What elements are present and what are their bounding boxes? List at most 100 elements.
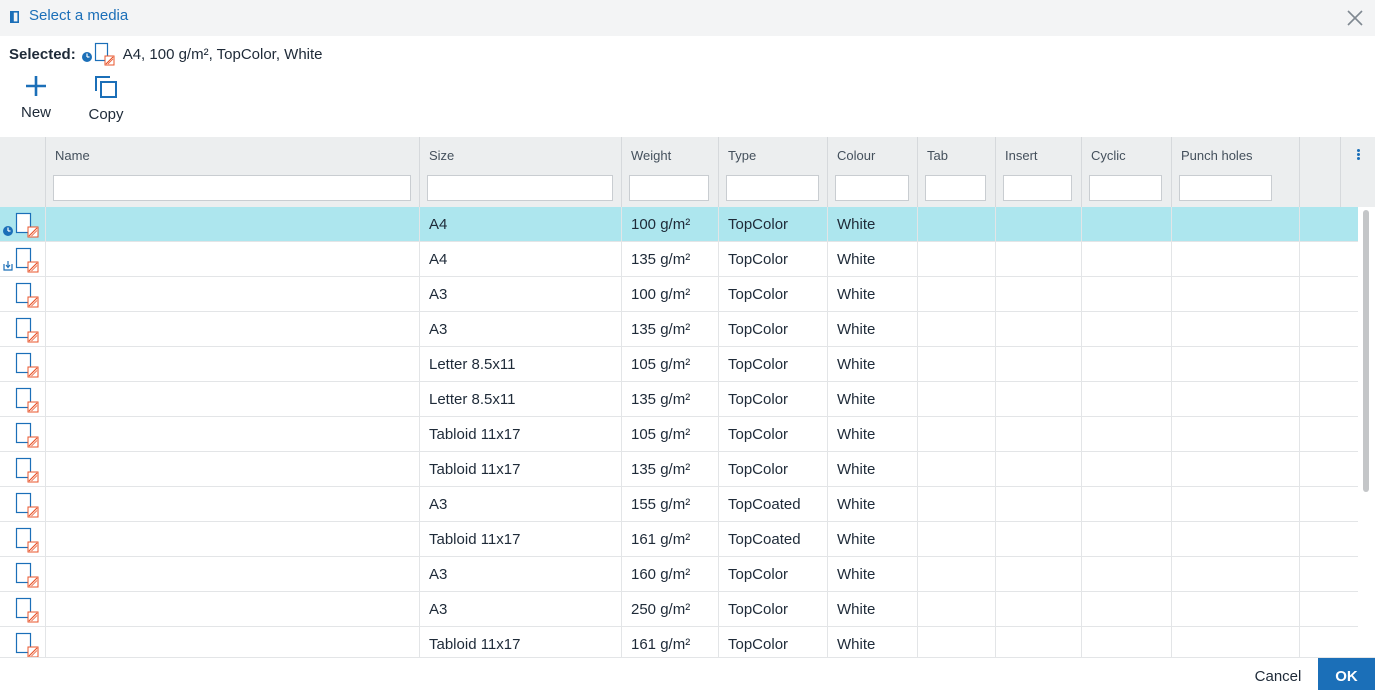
table-row[interactable]: Tabloid 11x17 105 g/m² TopColor White bbox=[0, 417, 1358, 452]
filter-weight-input[interactable] bbox=[629, 175, 709, 201]
cell-type: TopColor bbox=[718, 312, 827, 347]
filter-size-input[interactable] bbox=[427, 175, 613, 201]
filter-name-input[interactable] bbox=[53, 175, 411, 201]
table-row[interactable]: Tabloid 11x17 161 g/m² TopCoated White bbox=[0, 522, 1358, 557]
column-header-punch-holes[interactable]: Punch holes bbox=[1171, 137, 1299, 207]
cell-spacer bbox=[1299, 627, 1358, 657]
media-sheet-icon bbox=[15, 457, 39, 483]
cell-insert bbox=[995, 487, 1081, 522]
ok-button[interactable]: OK bbox=[1318, 658, 1375, 690]
column-header-cyclic[interactable]: Cyclic bbox=[1081, 137, 1171, 207]
cell-spacer bbox=[1299, 417, 1358, 452]
filter-type-input[interactable] bbox=[726, 175, 819, 201]
filter-colour-input[interactable] bbox=[835, 175, 909, 201]
column-header-weight[interactable]: Weight bbox=[621, 137, 718, 207]
column-header-colour[interactable]: Colour bbox=[827, 137, 917, 207]
close-icon[interactable] bbox=[1345, 8, 1365, 28]
media-table: Name Size Weight Type Colour Tab Insert bbox=[0, 137, 1375, 657]
cell-cyclic bbox=[1081, 627, 1171, 657]
column-title-punch-holes: Punch holes bbox=[1181, 148, 1253, 163]
cell-type: TopColor bbox=[718, 347, 827, 382]
cell-weight: 135 g/m² bbox=[621, 382, 718, 417]
cell-tab bbox=[917, 487, 995, 522]
cell-colour: White bbox=[827, 487, 917, 522]
dialog-footer: Cancel OK bbox=[0, 657, 1375, 690]
cell-tab bbox=[917, 592, 995, 627]
cell-tab bbox=[917, 347, 995, 382]
cell-punch bbox=[1171, 557, 1299, 592]
cell-type: TopCoated bbox=[718, 487, 827, 522]
cell-size: A3 bbox=[419, 312, 621, 347]
table-row[interactable]: Letter 8.5x11 105 g/m² TopColor White bbox=[0, 347, 1358, 382]
cell-size: Tabloid 11x17 bbox=[419, 627, 621, 657]
cell-type: TopColor bbox=[718, 557, 827, 592]
table-row[interactable]: Tabloid 11x17 135 g/m² TopColor White bbox=[0, 452, 1358, 487]
cell-colour: White bbox=[827, 277, 917, 312]
cell-cyclic bbox=[1081, 522, 1171, 557]
copy-button-label: Copy bbox=[88, 106, 124, 123]
cell-colour: White bbox=[827, 312, 917, 347]
cancel-button[interactable]: Cancel bbox=[1254, 668, 1302, 685]
cell-name bbox=[45, 487, 419, 522]
cell-name bbox=[45, 312, 419, 347]
cell-spacer bbox=[1299, 277, 1358, 312]
cell-cyclic bbox=[1081, 312, 1171, 347]
cell-weight: 105 g/m² bbox=[621, 417, 718, 452]
column-header-size[interactable]: Size bbox=[419, 137, 621, 207]
column-header-insert[interactable]: Insert bbox=[995, 137, 1081, 207]
cell-punch bbox=[1171, 452, 1299, 487]
cell-tab bbox=[917, 557, 995, 592]
cell-type: TopColor bbox=[718, 627, 827, 657]
table-row[interactable]: A3 100 g/m² TopColor White bbox=[0, 277, 1358, 312]
cell-colour: White bbox=[827, 452, 917, 487]
filter-tab-input[interactable] bbox=[925, 175, 986, 201]
cell-name bbox=[45, 242, 419, 277]
filter-punch-holes-input[interactable] bbox=[1179, 175, 1272, 201]
column-header-tab[interactable]: Tab bbox=[917, 137, 995, 207]
vertical-scrollbar[interactable] bbox=[1358, 207, 1375, 657]
table-row[interactable]: A4 135 g/m² TopColor White bbox=[0, 242, 1358, 277]
table-row[interactable]: Tabloid 11x17 161 g/m² TopColor White bbox=[0, 627, 1358, 657]
filter-cyclic-input[interactable] bbox=[1089, 175, 1162, 201]
column-header-type[interactable]: Type bbox=[718, 137, 827, 207]
column-title-size: Size bbox=[429, 148, 455, 163]
cell-cyclic bbox=[1081, 452, 1171, 487]
new-button[interactable]: New bbox=[8, 74, 64, 128]
cell-cyclic bbox=[1081, 242, 1171, 277]
cell-colour: White bbox=[827, 592, 917, 627]
table-body: A4 100 g/m² TopColor White A4 135 g/m² TopColo… bbox=[0, 207, 1358, 657]
table-header: Name Size Weight Type Colour Tab Insert bbox=[0, 137, 1375, 207]
selected-label: Selected: bbox=[9, 45, 76, 63]
row-icon-cell bbox=[0, 242, 45, 277]
cell-type: TopColor bbox=[718, 242, 827, 277]
cell-name bbox=[45, 417, 419, 452]
plus-icon bbox=[26, 76, 46, 96]
media-sheet-icon bbox=[15, 422, 39, 448]
table-row[interactable]: A3 155 g/m² TopCoated White bbox=[0, 487, 1358, 522]
media-sheet-icon bbox=[3, 247, 39, 273]
cell-tab bbox=[917, 277, 995, 312]
table-row[interactable]: Letter 8.5x11 135 g/m² TopColor White bbox=[0, 382, 1358, 417]
scrollbar-thumb[interactable] bbox=[1363, 210, 1369, 492]
table-row[interactable]: A3 135 g/m² TopColor White bbox=[0, 312, 1358, 347]
column-title-type: Type bbox=[728, 148, 757, 163]
row-icon-cell bbox=[0, 487, 45, 522]
filter-insert-input[interactable] bbox=[1003, 175, 1072, 201]
media-sheet-icon bbox=[15, 492, 39, 518]
cell-weight: 100 g/m² bbox=[621, 277, 718, 312]
row-icon-cell bbox=[0, 522, 45, 557]
cell-spacer bbox=[1299, 382, 1358, 417]
cell-spacer bbox=[1299, 592, 1358, 627]
cell-spacer bbox=[1299, 242, 1358, 277]
column-menu-button[interactable] bbox=[1340, 137, 1375, 207]
table-row[interactable]: A3 250 g/m² TopColor White bbox=[0, 592, 1358, 627]
cell-size: Letter 8.5x11 bbox=[419, 347, 621, 382]
cell-name bbox=[45, 207, 419, 242]
column-header-name[interactable]: Name bbox=[45, 137, 419, 207]
table-row[interactable]: A4 100 g/m² TopColor White bbox=[0, 207, 1358, 242]
cell-size: Tabloid 11x17 bbox=[419, 417, 621, 452]
table-row[interactable]: A3 160 g/m² TopColor White bbox=[0, 557, 1358, 592]
cell-weight: 105 g/m² bbox=[621, 347, 718, 382]
copy-button[interactable]: Copy bbox=[78, 74, 134, 128]
cell-insert bbox=[995, 592, 1081, 627]
